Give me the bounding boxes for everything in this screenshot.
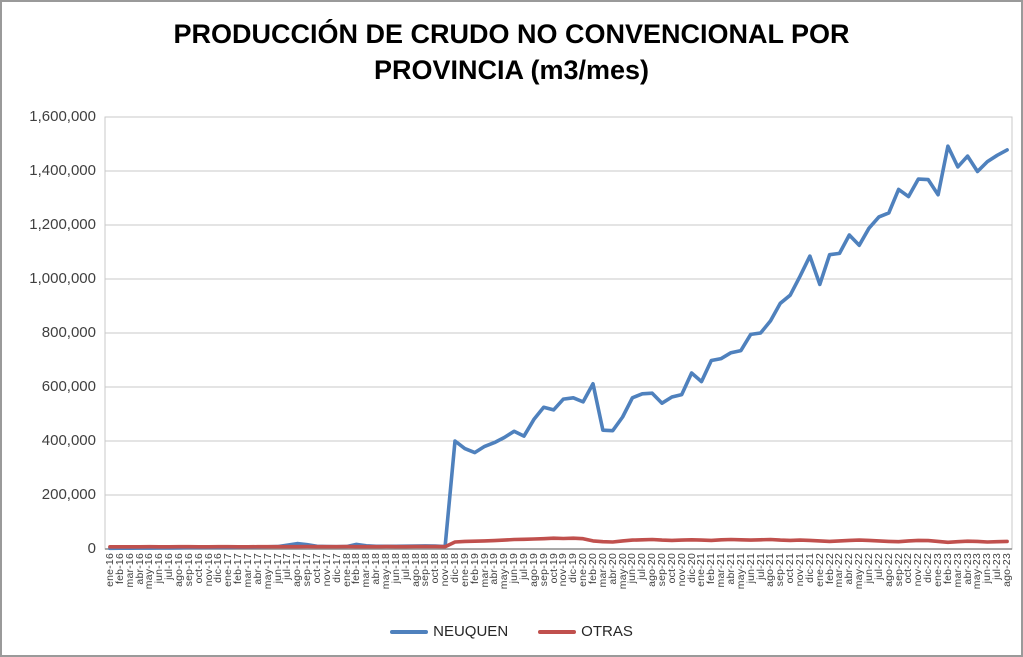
- series-line-neuquen: [108, 144, 1009, 551]
- legend-label-otras: OTRAS: [581, 623, 633, 640]
- y-axis-tick-label: 1,200,000: [29, 216, 96, 233]
- y-axis-tick-label: 600,000: [41, 378, 96, 395]
- y-axis-tick-label: 200,000: [41, 486, 96, 503]
- y-axis-tick-label: 800,000: [41, 324, 96, 341]
- x-axis-tick-label: ago-23: [1001, 553, 1014, 587]
- chart-title-line2: PROVINCIA (m3/mes): [373, 55, 650, 85]
- chart-title-line1: PRODUCCIÓN DE CRUDO NO CONVENCIONAL POR: [173, 19, 850, 49]
- legend-label-neuquen: NEUQUEN: [433, 623, 509, 640]
- legend-item-otras: OTRAS: [538, 623, 633, 640]
- chart-title: PRODUCCIÓN DE CRUDO NO CONVENCIONAL POR …: [2, 16, 1021, 88]
- legend: NEUQUEN OTRAS: [2, 623, 1021, 640]
- y-axis-tick-label: 400,000: [41, 432, 96, 449]
- legend-line-otras: [538, 629, 577, 634]
- y-axis-tick-label: 1,400,000: [29, 162, 96, 179]
- series-line-otras: [108, 536, 1009, 549]
- legend-line-neuquen: [390, 629, 429, 634]
- legend-item-neuquen: NEUQUEN: [390, 623, 508, 640]
- y-axis-tick-label: 1,000,000: [29, 270, 96, 287]
- y-axis-tick-label: 1,600,000: [29, 108, 96, 125]
- y-axis-tick-label: 0: [87, 540, 96, 557]
